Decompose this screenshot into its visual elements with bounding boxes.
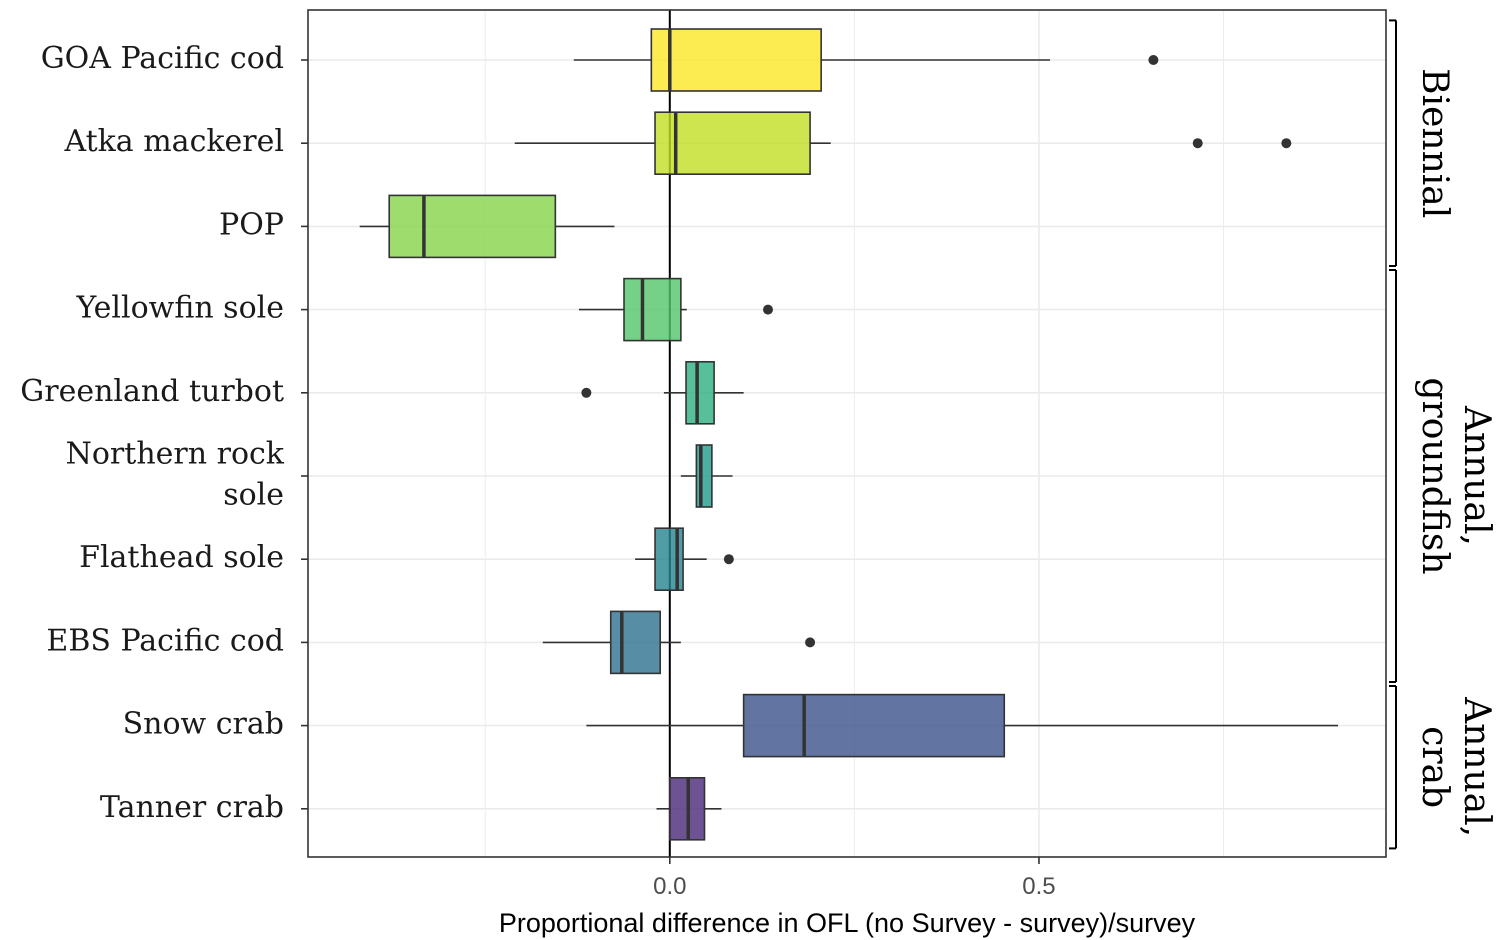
box-pop	[359, 194, 615, 259]
y-axis-label: Tanner crab	[100, 790, 284, 825]
y-axis-label: EBS Pacific cod	[46, 623, 284, 658]
x-axis-title: Proportional difference in OFL (no Surve…	[499, 908, 1196, 938]
y-axis-labels: GOA Pacific cod Atka mackerel POP Yellowfin…	[20, 41, 285, 825]
y-axis-label: Snow crab	[123, 707, 284, 742]
box-goa-pacific-cod	[573, 28, 1159, 92]
outlier-point	[1148, 55, 1159, 65]
box-atka-mackerel	[514, 111, 1292, 175]
group-label: Biennial	[1414, 68, 1455, 218]
box-yellowfin-sole	[578, 277, 773, 342]
box-greenland-turbot	[581, 360, 744, 425]
box-iqr	[388, 194, 557, 259]
box-tanner-crab	[656, 776, 722, 841]
outlier-point	[805, 637, 816, 648]
group-label-line: crab	[1414, 726, 1455, 808]
y-axis-label: POP	[219, 207, 284, 242]
x-axis-ticks: 0.0 0.5	[653, 857, 1056, 900]
y-axis-ticks	[301, 59, 308, 810]
group-label-line: Annual,	[1456, 696, 1497, 837]
outlier-point	[581, 387, 592, 398]
box-iqr	[654, 111, 811, 175]
box-iqr	[650, 28, 822, 92]
group-label: Annual,crab	[1414, 696, 1497, 837]
x-tick-label: 0.5	[1022, 873, 1055, 900]
y-axis-label: Yellowfin sole	[75, 291, 284, 326]
box-ebs-pacific-cod	[542, 610, 816, 675]
group-label-line: Biennial	[1414, 68, 1455, 218]
boxes	[359, 28, 1339, 841]
panel-border	[307, 9, 1387, 858]
outlier-point	[762, 304, 773, 315]
group-bracket-2: Annual,crab	[1389, 685, 1497, 850]
group-label-line: groundfish	[1414, 377, 1455, 574]
outlier-point	[1192, 138, 1203, 149]
y-axis-label: Greenland turbot	[20, 374, 284, 409]
box-iqr	[609, 610, 661, 675]
group-label-line: Annual,	[1456, 405, 1497, 546]
outlier-point	[1281, 138, 1292, 149]
box-snow-crab	[586, 693, 1339, 758]
box-iqr	[623, 277, 682, 342]
y-axis-label: sole	[223, 478, 284, 513]
outlier-point	[723, 554, 734, 565]
box-northern-rock-sole	[680, 444, 733, 508]
box-iqr	[742, 693, 1006, 758]
box-iqr	[695, 444, 713, 508]
y-axis-label: Flathead sole	[79, 540, 284, 575]
group-label: Annual,groundfish	[1414, 377, 1497, 574]
box-flathead-sole	[635, 527, 734, 592]
x-tick-label: 0.0	[653, 873, 686, 900]
y-axis-label: GOA Pacific cod	[41, 41, 284, 76]
box-iqr	[685, 360, 715, 425]
y-axis-label: Atka mackerel	[63, 124, 284, 159]
group-bracket-1: Annual,groundfish	[1389, 269, 1497, 683]
y-axis-label: Northern rock	[66, 437, 285, 472]
group-bracket-0: Biennial	[1389, 19, 1455, 267]
